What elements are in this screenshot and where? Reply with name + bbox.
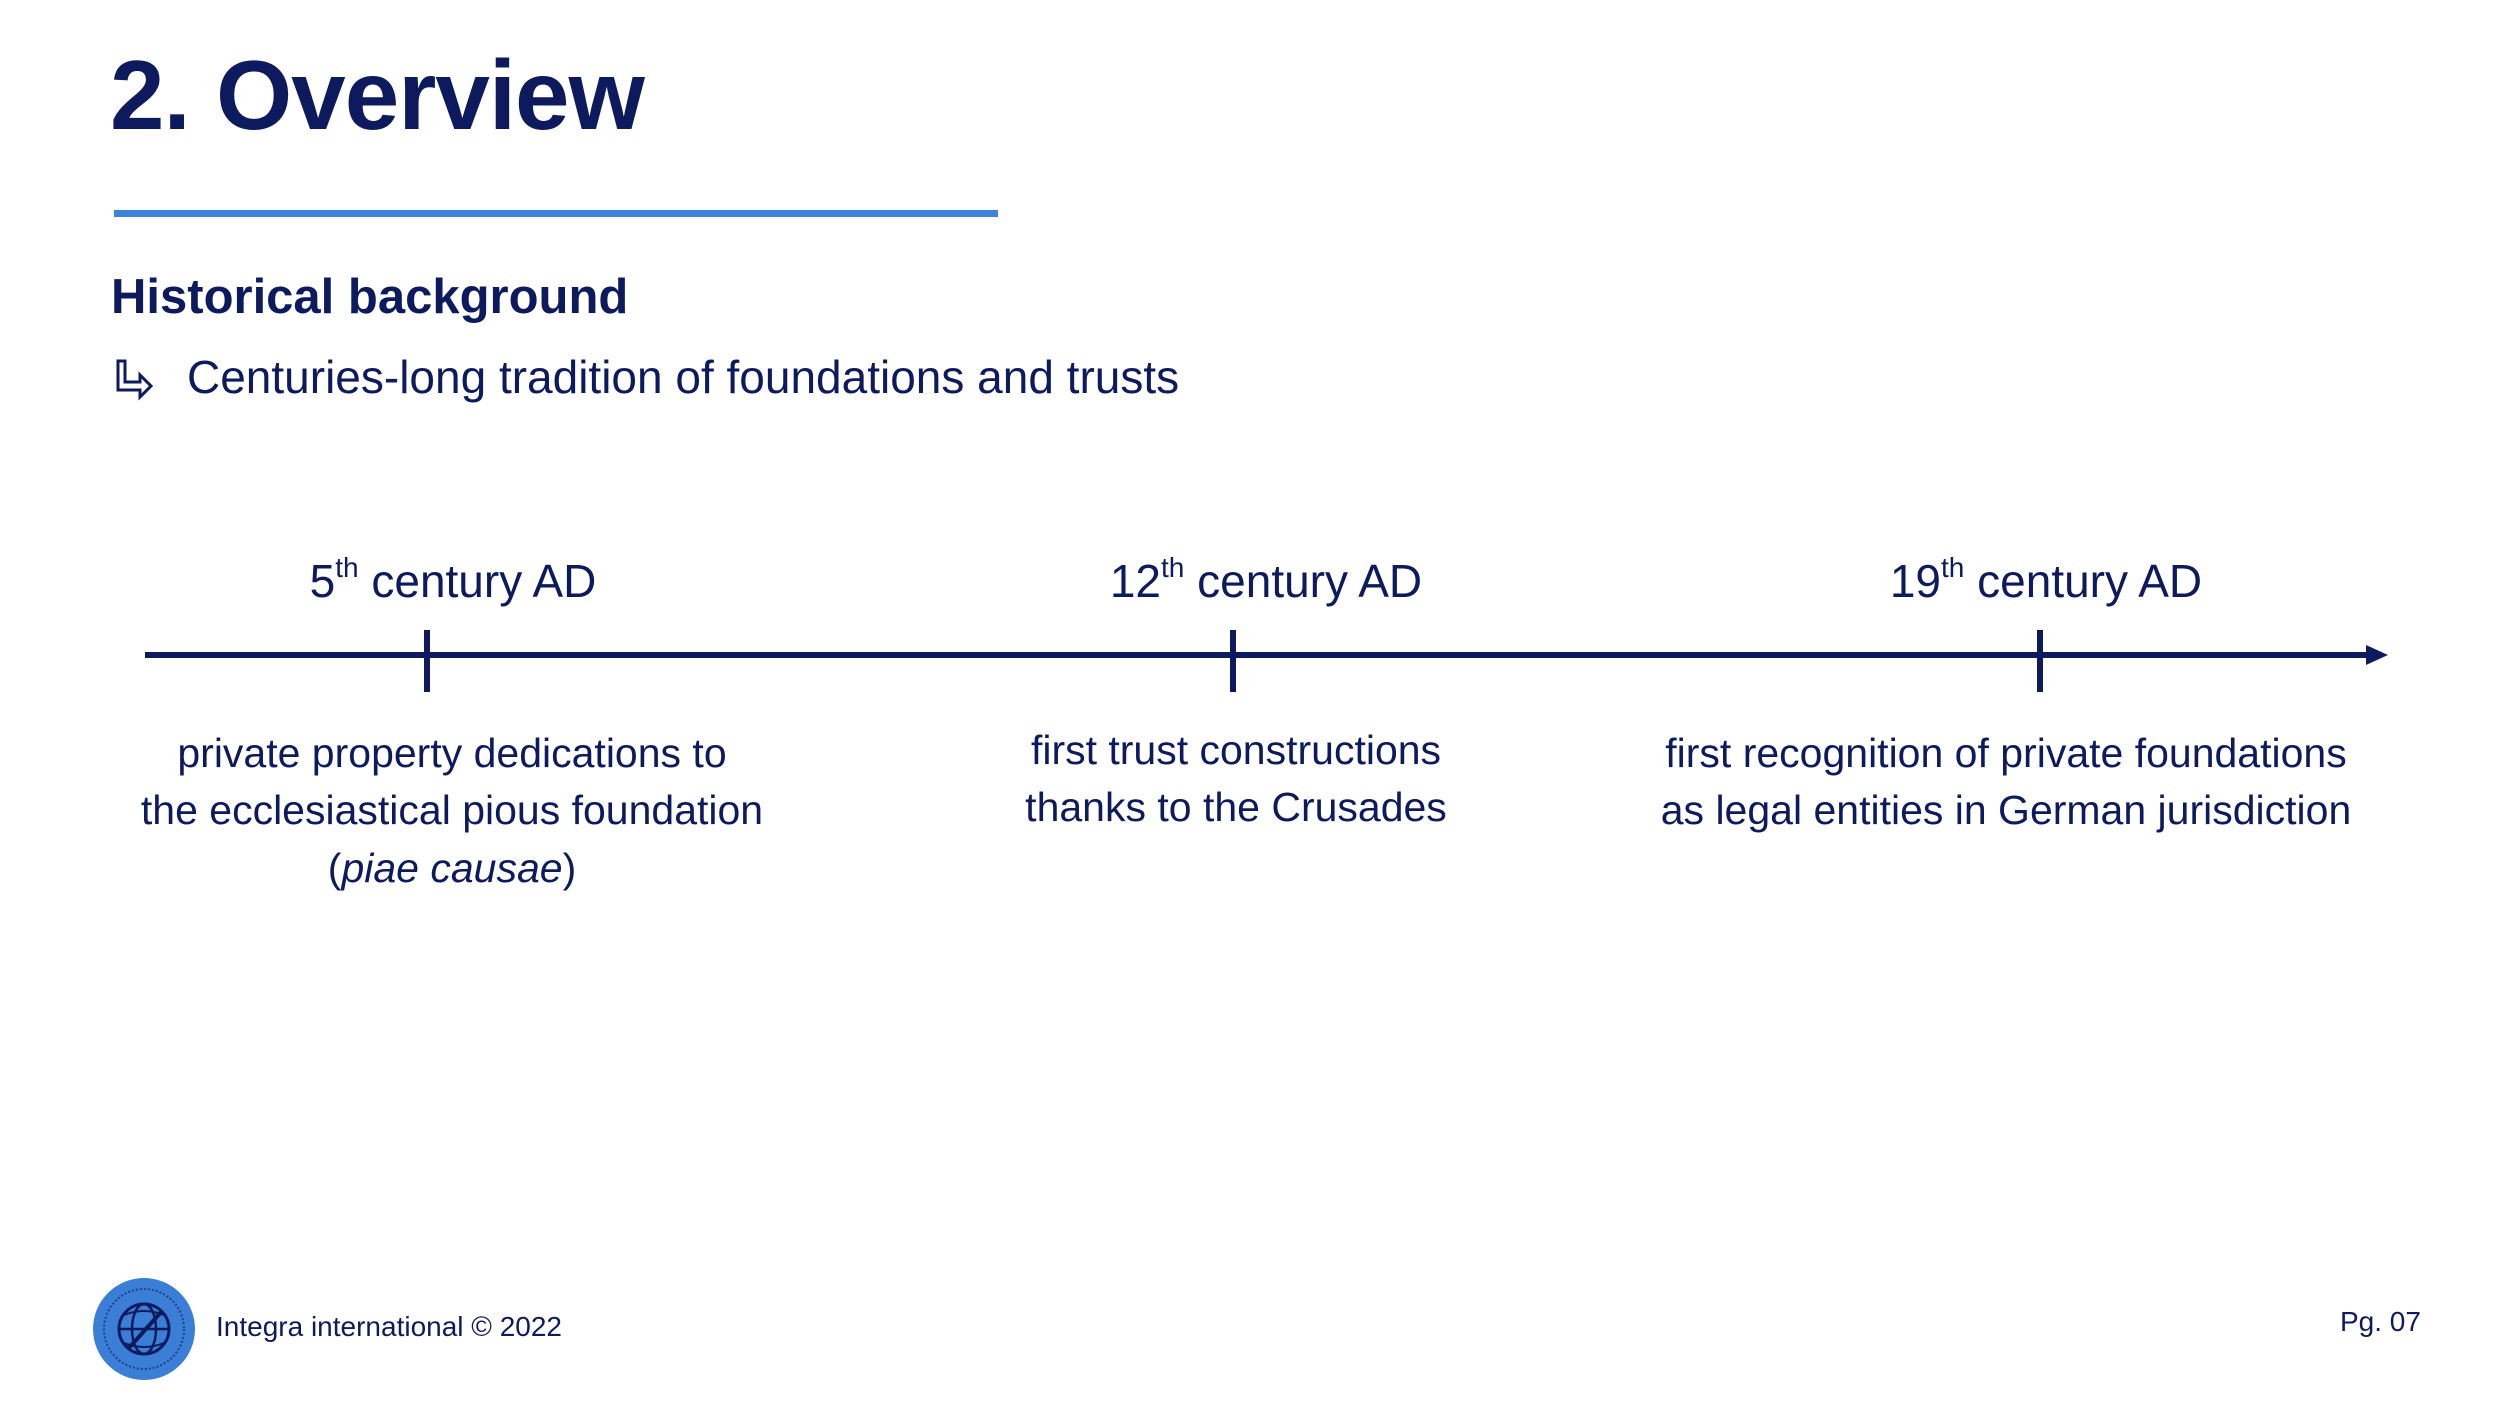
era-label-5th: 5th century AD xyxy=(309,551,597,607)
event-description-19th: first recognition of private foundations… xyxy=(1660,730,2352,834)
arrow-bullet-icon xyxy=(116,359,154,401)
timeline-arrowhead-icon xyxy=(2366,645,2388,665)
section-heading: Historical background xyxy=(111,270,629,324)
page-number: Pg. 07 xyxy=(2340,1306,2421,1337)
slide-title: 2. Overview xyxy=(110,40,645,150)
footer-copyright: Integra international © 2022 xyxy=(216,1311,562,1342)
title-underline xyxy=(114,210,998,217)
event-description-5th: private property dedications to the eccl… xyxy=(140,730,764,891)
era-label-12th: 12th century AD xyxy=(1109,551,1423,607)
globe-logo-icon xyxy=(93,1278,195,1380)
event-description-12th: first trust constructions thanks to the … xyxy=(1025,727,1447,831)
bullet-text: Centuries-long tradition of foundations … xyxy=(187,351,1180,403)
era-label-19th: 19th century AD xyxy=(1889,551,2203,607)
bullet-point: Centuries-long tradition of foundations … xyxy=(111,350,1179,405)
